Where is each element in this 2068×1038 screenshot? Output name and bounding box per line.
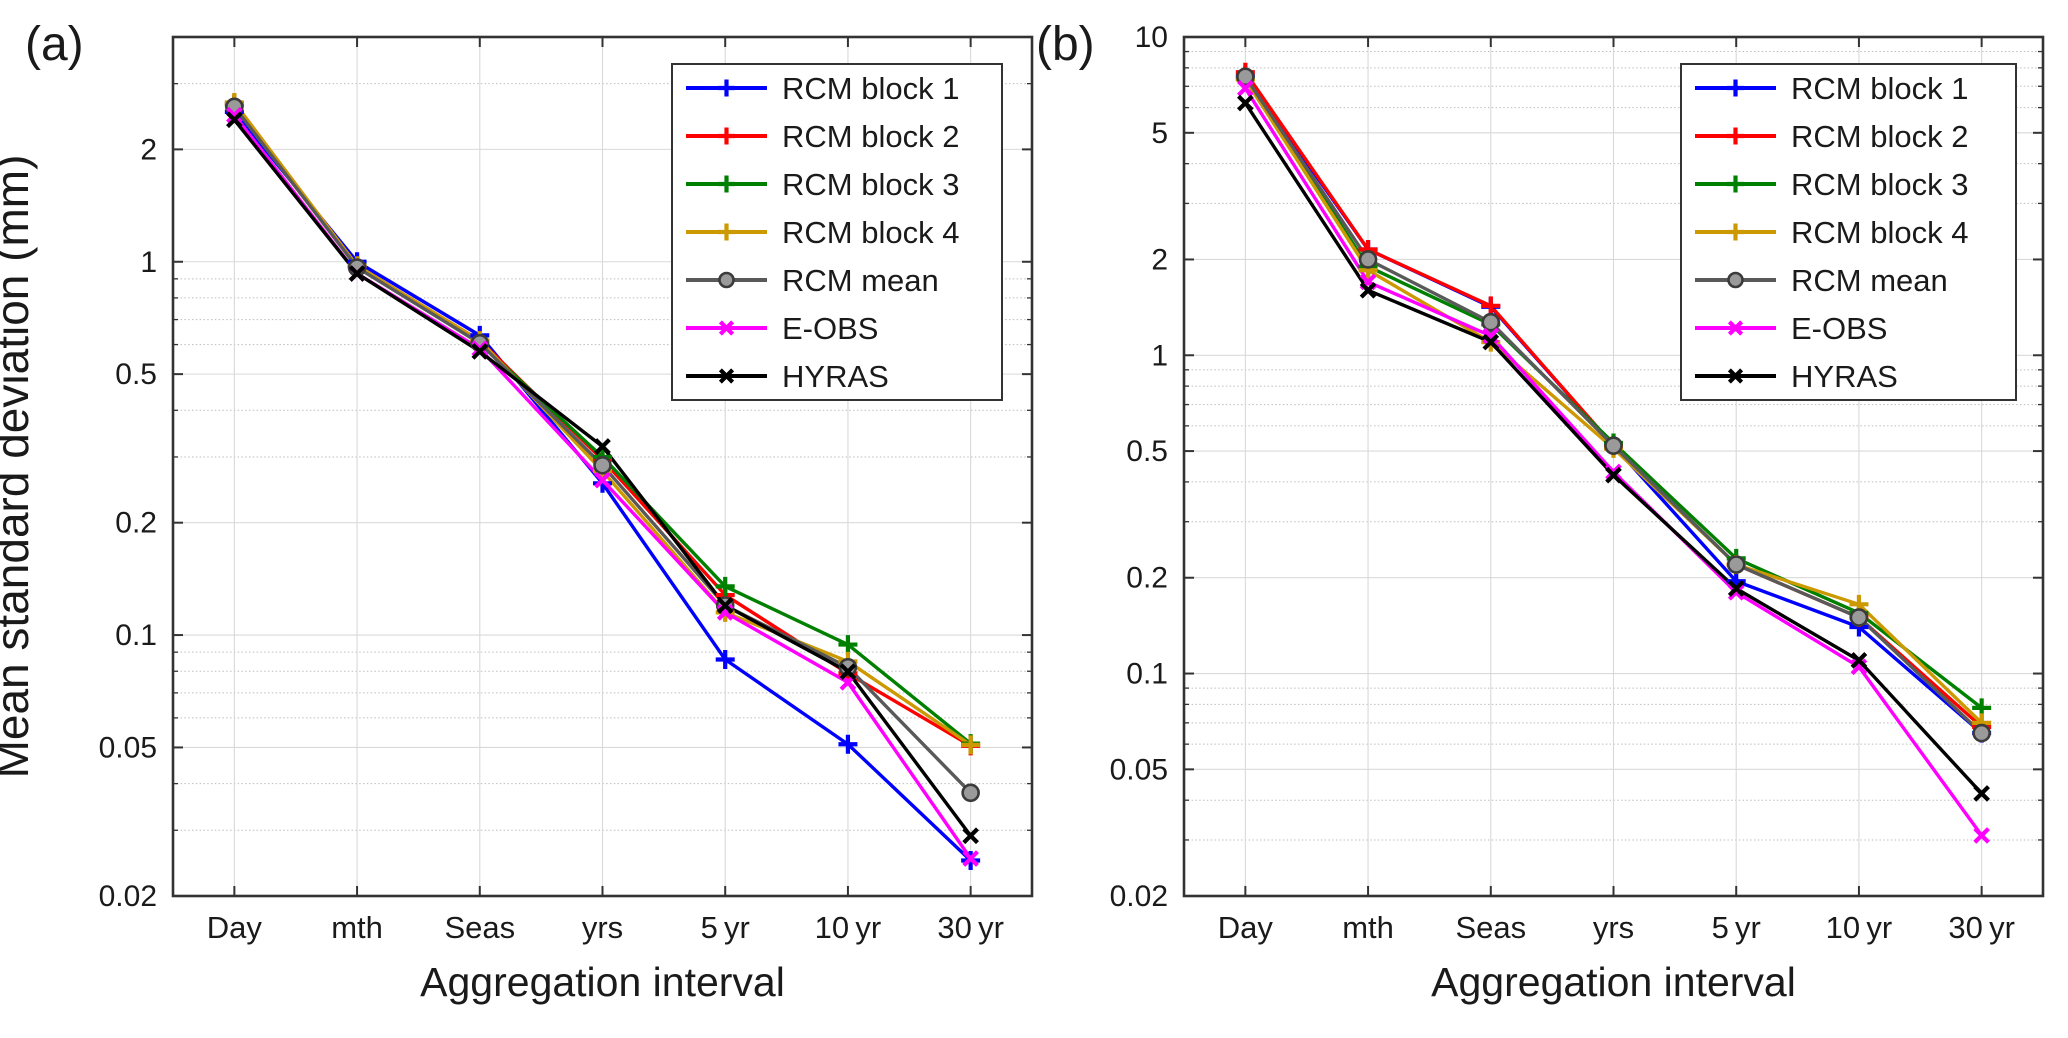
svg-text:5 yr: 5 yr xyxy=(701,910,750,945)
svg-text:1: 1 xyxy=(1151,339,1168,372)
svg-text:0.05: 0.05 xyxy=(99,731,157,764)
svg-text:0.02: 0.02 xyxy=(99,880,157,913)
svg-text:10 yr: 10 yr xyxy=(815,910,882,945)
svg-text:0.2: 0.2 xyxy=(1126,562,1168,595)
svg-text:yrs: yrs xyxy=(1593,910,1634,945)
svg-text:RCM block 1: RCM block 1 xyxy=(1791,71,1968,106)
svg-text:RCM block 1: RCM block 1 xyxy=(782,71,959,106)
svg-text:10 yr: 10 yr xyxy=(1826,910,1893,945)
svg-text:2: 2 xyxy=(140,133,157,166)
svg-text:0.02: 0.02 xyxy=(1110,880,1168,913)
svg-text:30 yr: 30 yr xyxy=(937,910,1004,945)
svg-text:1: 1 xyxy=(140,246,157,279)
svg-text:0.1: 0.1 xyxy=(1126,658,1168,691)
svg-text:E-OBS: E-OBS xyxy=(1791,311,1887,346)
svg-text:Aggregation interval: Aggregation interval xyxy=(1431,959,1796,1005)
svg-text:RCM mean: RCM mean xyxy=(1791,263,1948,298)
svg-text:HYRAS: HYRAS xyxy=(1791,359,1898,394)
svg-text:0.5: 0.5 xyxy=(115,358,157,391)
svg-text:0.05: 0.05 xyxy=(1110,753,1168,786)
svg-text:Mean standard deviation (mm): Mean standard deviation (mm) xyxy=(0,155,38,779)
svg-text:Seas: Seas xyxy=(1455,910,1526,945)
svg-text:RCM block 3: RCM block 3 xyxy=(1791,167,1968,202)
svg-text:RCM block 4: RCM block 4 xyxy=(1791,215,1968,250)
svg-text:Aggregation interval: Aggregation interval xyxy=(420,959,785,1005)
svg-text:(b): (b) xyxy=(1036,18,1095,71)
svg-text:mth: mth xyxy=(1342,910,1394,945)
svg-text:5: 5 xyxy=(1151,117,1168,150)
svg-text:0.2: 0.2 xyxy=(115,507,157,540)
svg-text:HYRAS: HYRAS xyxy=(782,359,889,394)
svg-text:2: 2 xyxy=(1151,243,1168,276)
svg-text:Day: Day xyxy=(1218,910,1274,945)
svg-text:RCM block 3: RCM block 3 xyxy=(782,167,959,202)
svg-text:0.5: 0.5 xyxy=(1126,435,1168,468)
svg-text:yrs: yrs xyxy=(582,910,623,945)
svg-text:(a): (a) xyxy=(25,18,84,71)
svg-text:Day: Day xyxy=(207,910,263,945)
svg-text:5 yr: 5 yr xyxy=(1712,910,1761,945)
svg-text:RCM mean: RCM mean xyxy=(782,263,939,298)
svg-text:RCM block 4: RCM block 4 xyxy=(782,215,959,250)
svg-text:30 yr: 30 yr xyxy=(1948,910,2015,945)
svg-text:10: 10 xyxy=(1135,21,1168,54)
svg-text:RCM block 2: RCM block 2 xyxy=(1791,119,1968,154)
svg-text:mth: mth xyxy=(331,910,383,945)
svg-text:RCM block 2: RCM block 2 xyxy=(782,119,959,154)
svg-text:Seas: Seas xyxy=(444,910,515,945)
svg-text:E-OBS: E-OBS xyxy=(782,311,878,346)
svg-text:0.1: 0.1 xyxy=(115,619,157,652)
